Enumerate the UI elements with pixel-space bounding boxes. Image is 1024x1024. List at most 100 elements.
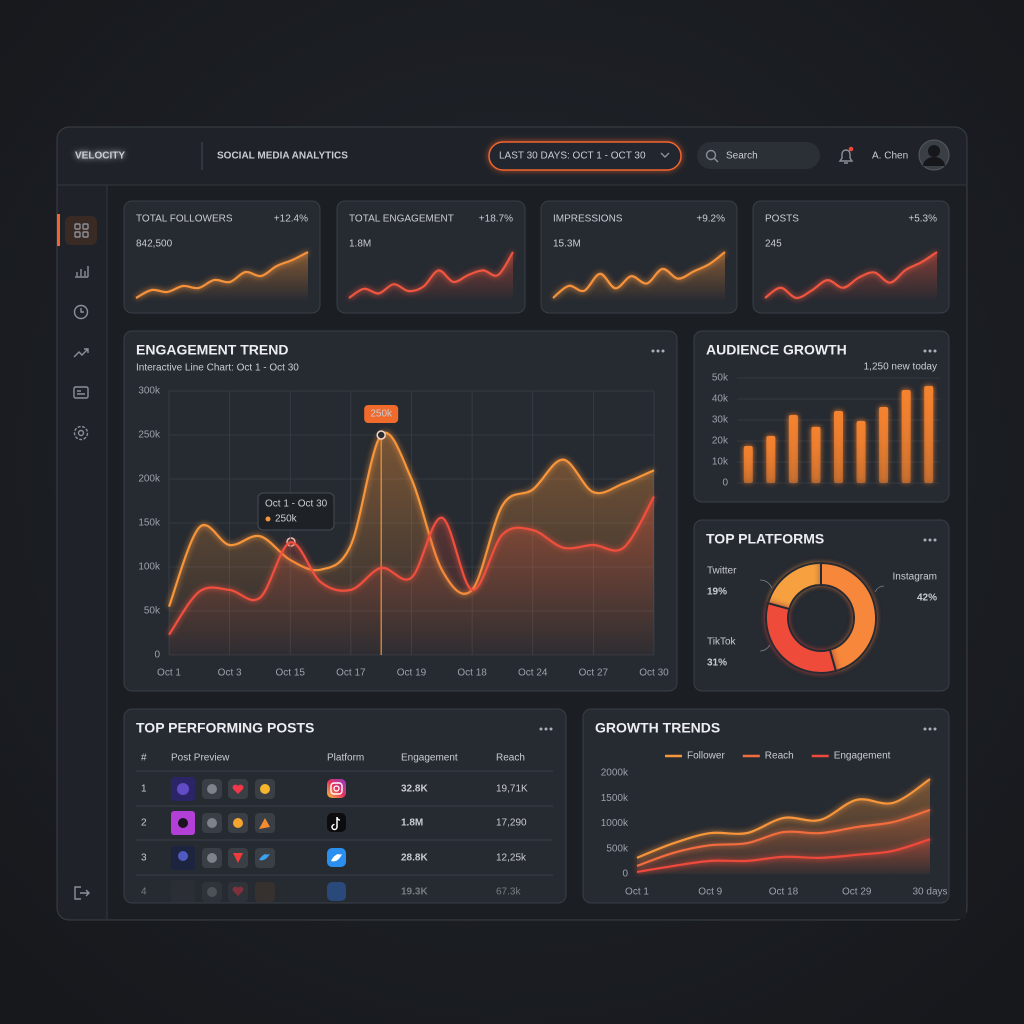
x-tick-label: Oct 9 [698,887,722,898]
slice-name: Instagram [893,572,937,583]
y-tick-label: 250k [138,430,161,441]
search-icon[interactable] [705,149,717,161]
nav-logout[interactable] [74,886,90,900]
column-header: # [141,753,147,764]
kpi-sparkline-area [765,252,937,302]
bar [811,426,821,483]
logo: VELOCITY [75,151,125,162]
kpi-value: 15.3M [553,239,581,250]
x-tick-label: Oct 29 [842,887,872,898]
posts-table: # Post Preview Platform Engagement Reach 1 32.… [136,753,553,903]
bar [879,406,889,483]
more-menu[interactable] [923,727,937,731]
chevron[interactable] [660,152,670,158]
leader-line [759,579,773,589]
y-tick-label: 50k [712,373,729,384]
search-pill[interactable] [697,142,820,169]
search-box[interactable]: Search [697,142,820,169]
y-tick-label: 50k [144,606,161,617]
date-range-pill[interactable] [488,141,682,171]
slice-label: 31% [707,658,727,669]
kpi-sparkline [348,251,514,299]
chart-subtitle: Interactive Line Chart: Oct 1 - Oct 30 [136,363,299,374]
nav-reports[interactable] [75,266,89,278]
kpi-sparkline [552,251,726,299]
more-menu[interactable] [923,538,937,542]
slice-name: Twitter [707,566,737,577]
pie-slice [765,601,838,674]
table-cell: 17,290 [496,818,527,829]
tooltip-value: 250k [275,514,298,525]
pie-slice [820,561,877,673]
nav-settings[interactable] [73,425,89,441]
kpi-label: IMPRESSIONS [553,214,623,225]
x-tick-label: Oct 1 [625,887,649,898]
series-area [169,496,654,655]
y-tick-label: 30k [712,415,729,426]
more-menu[interactable] [651,349,665,353]
more-menu[interactable] [923,349,937,353]
bell-icon[interactable] [838,149,854,164]
x-tick-label: Oct 3 [218,668,242,679]
bar [924,385,934,483]
kpi-value: 1.8M [349,239,371,250]
kpi-value: 842,500 [136,239,173,250]
avatar-body [923,157,945,166]
posts-title: TOP PERFORMING POSTS [136,720,314,736]
date-range-text[interactable]: LAST 30 DAYS: OCT 1 - OCT 30 [499,151,646,162]
kpi-sparkline-area [553,252,725,302]
nav-messages[interactable] [73,386,89,399]
y-tick-label: 2000k [601,768,629,779]
tooltip [257,492,335,531]
bar [834,410,843,483]
y-tick-label: 10k [712,457,729,468]
peak-marker [376,430,386,440]
column-header: Platform [327,753,364,764]
chart-subtitle: 1,250 new today [864,362,937,373]
date-range-button[interactable]: LAST 30 DAYS: OCT 1 - OCT 30 [488,141,682,171]
row-2-icons [171,811,346,835]
series-line [167,431,655,607]
chart-title: TOP PLATFORMS [706,531,824,547]
bar [901,389,911,483]
x-tick-label: Oct 18 [769,887,799,898]
kpi-sparkline-area [136,252,308,302]
x-tick-label: Oct 19 [397,668,427,679]
legend-label: Follower [687,751,725,762]
nav-trends[interactable] [73,348,89,358]
x-tick-label: 30 days [912,887,947,898]
table-cell: 67.3k [496,887,521,898]
table-cell: 4 [141,887,147,898]
y-tick-label: 300k [138,386,161,397]
table-cell: 19.3K [401,887,428,898]
bar [856,421,866,483]
nav-dashboard[interactable] [74,223,89,238]
search-icon-handle[interactable] [714,158,719,163]
y-tick-label: 1000k [601,818,629,829]
app-title: SOCIAL MEDIA ANALYTICS [217,151,348,162]
legend-label: Engagement [834,751,891,762]
row-1-icons [171,777,346,801]
chart-title: ENGAGEMENT TREND [136,342,288,358]
kpi-label: TOTAL ENGAGEMENT [349,214,454,225]
table-cell: 1 [141,784,147,795]
y-tick-label: 500k [606,843,629,854]
y-tick-label: 0 [722,478,728,489]
peak-label-bg [364,405,399,423]
avatar-head [928,145,940,157]
kpi-change: +18.7% [479,214,513,225]
chart-title: GROWTH TRENDS [595,720,720,736]
x-tick-label: Oct 18 [457,668,487,679]
more-menu[interactable] [539,727,553,731]
x-tick-label: Oct 1 [157,668,181,679]
series-area [637,839,930,874]
bar [788,414,798,483]
notifications[interactable] [838,146,854,164]
avatar[interactable] [918,139,950,171]
user-name: A. Chen [872,151,908,162]
kpi-change: +9.2% [696,214,725,225]
y-tick-label: 20k [712,436,729,447]
search-placeholder[interactable]: Search [726,151,758,162]
nav-history[interactable] [73,304,89,320]
